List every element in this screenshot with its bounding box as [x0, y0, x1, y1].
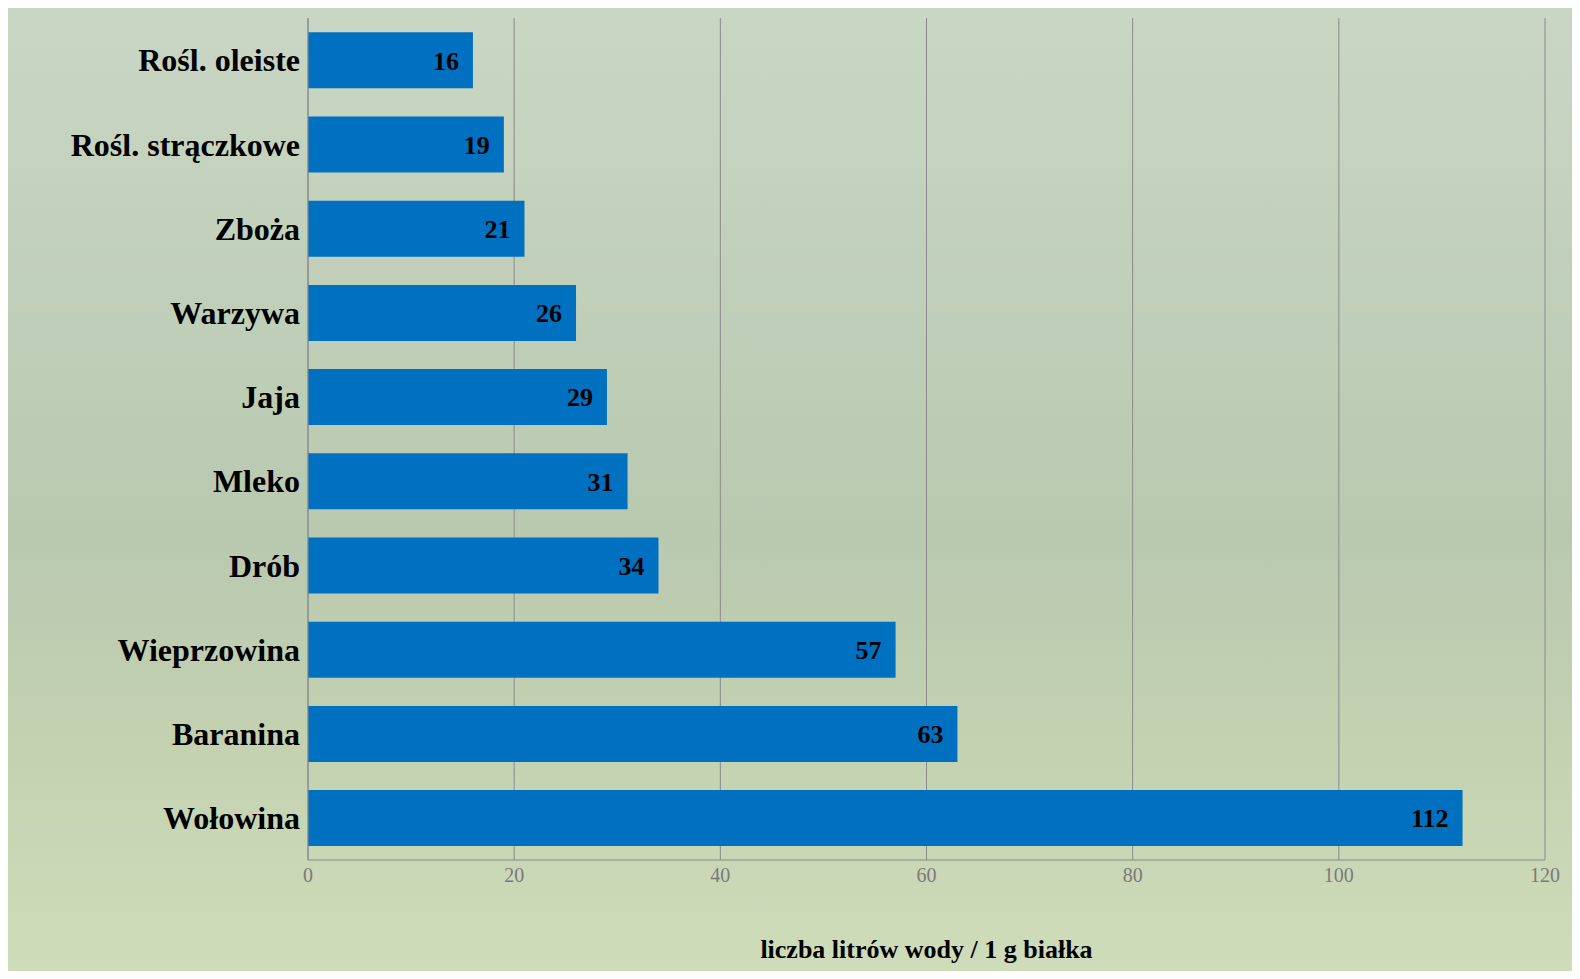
svg-text:20: 20 — [504, 864, 524, 886]
svg-text:Rośl. strączkowe: Rośl. strączkowe — [71, 127, 300, 163]
svg-text:60: 60 — [917, 864, 937, 886]
svg-text:Drób: Drób — [229, 548, 300, 584]
svg-text:Rośl. oleiste: Rośl. oleiste — [138, 42, 300, 78]
svg-text:63: 63 — [917, 720, 943, 749]
svg-text:Mleko: Mleko — [213, 463, 300, 499]
svg-text:29: 29 — [567, 383, 593, 412]
svg-text:40: 40 — [710, 864, 730, 886]
svg-text:26: 26 — [536, 299, 562, 328]
svg-text:16: 16 — [433, 47, 459, 76]
svg-text:21: 21 — [484, 215, 510, 244]
svg-text:Jaja: Jaja — [241, 379, 300, 415]
svg-text:liczba litrów wody / 1 g białk: liczba litrów wody / 1 g białka — [760, 935, 1092, 964]
svg-text:112: 112 — [1411, 804, 1449, 833]
svg-text:80: 80 — [1123, 864, 1143, 886]
svg-text:34: 34 — [618, 552, 644, 581]
svg-text:Warzywa: Warzywa — [170, 295, 300, 331]
svg-text:Zboża: Zboża — [215, 211, 300, 247]
svg-text:100: 100 — [1324, 864, 1354, 886]
svg-text:Baranina: Baranina — [172, 716, 300, 752]
svg-text:19: 19 — [464, 131, 490, 160]
svg-text:120: 120 — [1530, 864, 1560, 886]
svg-text:57: 57 — [856, 636, 882, 665]
svg-text:Wieprzowina: Wieprzowina — [117, 632, 300, 668]
svg-text:0: 0 — [303, 864, 313, 886]
svg-text:31: 31 — [588, 468, 614, 497]
svg-text:Wołowina: Wołowina — [163, 800, 300, 836]
